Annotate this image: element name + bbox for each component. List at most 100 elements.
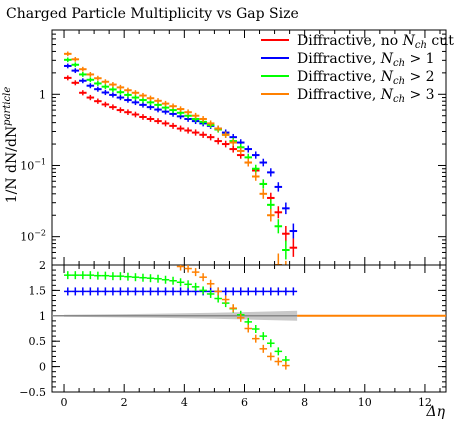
ratio-point [236, 287, 245, 296]
data-point [131, 99, 140, 106]
data-point [94, 80, 102, 86]
ratio-point [101, 271, 110, 280]
y-axis-label-sup: particle [2, 87, 13, 126]
data-point [252, 151, 260, 159]
data-point [109, 86, 117, 92]
x-tick-label: 6 [241, 396, 248, 409]
ratio-point [252, 287, 260, 296]
ratio-point [214, 294, 222, 303]
data-point [289, 238, 298, 257]
data-point [229, 145, 237, 153]
data-point [94, 75, 102, 81]
data-point [206, 133, 215, 141]
ratio-point [146, 274, 155, 283]
data-point [259, 188, 268, 199]
y-axis-label: 1/N dN/dNparticle [2, 87, 20, 204]
ratio-point [109, 287, 117, 296]
x-tick-label: 2 [121, 396, 128, 409]
data-point [154, 98, 162, 104]
ratio-point [267, 287, 275, 296]
data-point [79, 90, 87, 96]
data-point [244, 158, 253, 167]
ratio-point [71, 287, 80, 296]
data-point [71, 56, 80, 62]
data-point [124, 87, 132, 93]
data-point [282, 202, 290, 215]
data-point [146, 116, 155, 122]
data-point [267, 168, 275, 177]
data-point [101, 79, 110, 85]
ratio-point [267, 339, 275, 348]
data-point [289, 223, 298, 239]
data-point [64, 63, 72, 69]
ratio-point [206, 279, 215, 288]
ratio-point [146, 287, 155, 296]
ratio-point [71, 271, 80, 280]
data-point [214, 137, 222, 145]
data-point [139, 102, 147, 108]
ratio-point [252, 334, 260, 343]
ratio-point [169, 276, 177, 285]
data-point [94, 86, 102, 92]
x-tick-label: 0 [61, 396, 68, 409]
ratio-point [184, 280, 192, 289]
ratio-point [199, 286, 207, 295]
data-point [259, 158, 268, 167]
ratio-point [259, 287, 268, 296]
y-tick-label: 10−1 [20, 157, 46, 172]
ratio-point [94, 287, 102, 296]
ratio-point [184, 265, 192, 273]
data-point [154, 118, 162, 125]
data-point [101, 84, 110, 90]
ratio-point [274, 287, 283, 296]
ratio-point [116, 287, 125, 296]
main-data [64, 51, 298, 265]
data-point [131, 90, 140, 96]
ratio-point [94, 271, 102, 280]
ratio-point [176, 265, 185, 271]
data-point [79, 66, 87, 72]
ratio-point [199, 273, 207, 282]
ratio-y-tick-label: 2 [39, 259, 46, 272]
ratio-point [259, 332, 268, 341]
y-tick-label: 1 [39, 88, 46, 101]
data-point [139, 92, 147, 99]
data-point [139, 114, 147, 120]
data-point [161, 100, 170, 107]
ratio-point [109, 272, 117, 281]
data-point [116, 94, 125, 101]
ratio-point [131, 287, 140, 296]
ratio-point [282, 361, 290, 370]
y-tick-label: 10−2 [20, 229, 46, 244]
data-point [94, 98, 102, 104]
data-point [161, 120, 170, 127]
ratio-point [131, 273, 140, 282]
data-point [206, 120, 215, 127]
data-point [116, 107, 125, 113]
data-point [214, 125, 222, 132]
data-point [101, 101, 110, 108]
ratio-y-tick-label: 1 [39, 310, 46, 323]
data-point [282, 226, 290, 242]
data-point [109, 104, 117, 110]
legend-entry: Diffractive, Nch > 3 [297, 87, 435, 105]
ratio-point [206, 289, 215, 298]
data-point [86, 72, 95, 77]
data-point [282, 240, 290, 260]
data-point [267, 199, 275, 211]
ratio-point [169, 287, 177, 296]
data-point [259, 179, 268, 189]
ratio-point [154, 287, 162, 296]
ratio-point [116, 272, 125, 281]
data-point [154, 106, 162, 113]
data-point [221, 140, 230, 148]
ratio-data [52, 265, 446, 370]
data-point [229, 139, 237, 146]
ratio-point [214, 287, 222, 296]
data-point [131, 94, 140, 101]
x-tick-label: 10 [358, 396, 372, 409]
ratio-point [252, 325, 260, 334]
data-point [86, 94, 95, 101]
ratio-point [139, 287, 147, 296]
